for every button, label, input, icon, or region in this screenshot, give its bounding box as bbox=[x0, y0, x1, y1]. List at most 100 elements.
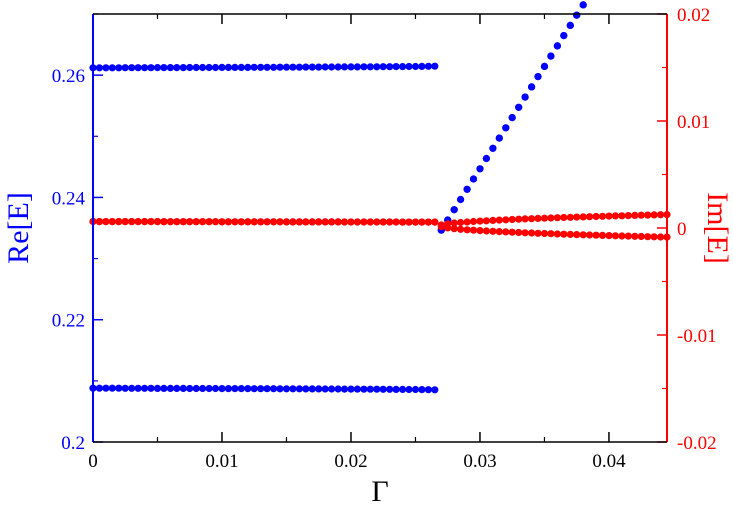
data-point bbox=[598, 212, 607, 220]
data-point bbox=[121, 64, 129, 72]
data-point bbox=[353, 63, 361, 71]
data-point bbox=[566, 213, 574, 221]
data-point bbox=[495, 134, 503, 142]
x-tick-label: 0.01 bbox=[205, 451, 238, 472]
data-point bbox=[263, 385, 271, 393]
data-point bbox=[618, 212, 626, 220]
data-point bbox=[476, 227, 484, 235]
data-point bbox=[334, 63, 342, 71]
data-point bbox=[289, 63, 297, 71]
data-point bbox=[276, 385, 284, 393]
data-point bbox=[302, 218, 310, 226]
data-point bbox=[263, 218, 271, 226]
data-point bbox=[328, 63, 336, 71]
data-point bbox=[457, 218, 465, 227]
data-point bbox=[205, 218, 213, 226]
data-point bbox=[270, 63, 278, 71]
data-point bbox=[347, 385, 355, 393]
data-point bbox=[321, 63, 329, 71]
data-point bbox=[289, 218, 297, 226]
data-point bbox=[644, 233, 652, 241]
data-point bbox=[637, 232, 645, 241]
data-point bbox=[463, 226, 471, 234]
data-point bbox=[534, 229, 542, 237]
data-point bbox=[508, 228, 516, 236]
data-point bbox=[257, 385, 265, 393]
data-point bbox=[547, 214, 555, 222]
x-axis-title: Γ bbox=[371, 475, 388, 505]
data-point bbox=[566, 230, 574, 238]
data-point bbox=[173, 218, 181, 226]
data-point bbox=[463, 185, 471, 193]
data-point bbox=[482, 227, 490, 235]
data-point bbox=[147, 218, 155, 226]
data-point bbox=[418, 386, 426, 394]
right-tick-label: 0.01 bbox=[677, 112, 710, 133]
data-point bbox=[205, 384, 213, 393]
data-point bbox=[115, 64, 123, 72]
data-point bbox=[334, 218, 342, 226]
data-point bbox=[224, 385, 232, 393]
data-point bbox=[631, 232, 639, 240]
data-point bbox=[211, 218, 220, 226]
data-point bbox=[392, 218, 400, 226]
data-point bbox=[134, 218, 142, 226]
data-point bbox=[592, 212, 600, 221]
data-point bbox=[186, 63, 194, 72]
data-point bbox=[482, 154, 490, 163]
right-axis-title: Im[E] bbox=[701, 192, 733, 264]
data-point bbox=[495, 228, 503, 236]
data-point bbox=[540, 214, 549, 222]
data-point bbox=[237, 385, 245, 393]
data-point bbox=[528, 215, 536, 223]
data-point bbox=[347, 218, 355, 226]
data-point bbox=[360, 218, 368, 226]
data-point bbox=[205, 63, 213, 72]
data-point bbox=[508, 215, 516, 224]
data-point bbox=[328, 385, 336, 393]
data-point bbox=[521, 93, 529, 101]
data-point bbox=[308, 63, 316, 71]
data-point bbox=[289, 385, 297, 393]
data-point bbox=[199, 218, 207, 226]
data-point bbox=[457, 225, 465, 233]
data-point bbox=[553, 214, 562, 222]
data-point bbox=[386, 218, 394, 226]
data-point bbox=[592, 231, 600, 239]
x-tick-label: 0.02 bbox=[334, 451, 367, 472]
data-point bbox=[631, 211, 639, 219]
data-point bbox=[308, 218, 316, 226]
data-point bbox=[618, 232, 626, 240]
data-point bbox=[450, 225, 458, 233]
data-point bbox=[399, 218, 407, 226]
data-point bbox=[134, 64, 142, 72]
left-tick-label: 0.26 bbox=[52, 66, 85, 87]
left-axis-title: Re[E] bbox=[2, 192, 35, 264]
data-point bbox=[366, 385, 374, 393]
data-point bbox=[134, 384, 142, 392]
data-point bbox=[411, 62, 420, 71]
data-point bbox=[386, 63, 394, 71]
data-point bbox=[540, 62, 549, 70]
data-point bbox=[399, 63, 407, 71]
data-point bbox=[250, 385, 258, 393]
data-point bbox=[573, 231, 581, 239]
data-point bbox=[340, 385, 349, 393]
data-point bbox=[153, 218, 162, 226]
data-point bbox=[366, 63, 374, 71]
data-point bbox=[540, 229, 549, 238]
data-point bbox=[192, 63, 200, 72]
data-point bbox=[553, 230, 562, 238]
data-point bbox=[250, 218, 258, 226]
x-tick-label: 0.04 bbox=[592, 451, 626, 472]
data-point bbox=[95, 64, 103, 72]
data-point bbox=[340, 63, 349, 71]
data-point bbox=[128, 64, 136, 72]
data-point bbox=[463, 218, 471, 226]
data-point bbox=[573, 213, 581, 221]
data-point bbox=[231, 385, 239, 393]
data-point bbox=[405, 385, 413, 394]
data-point bbox=[173, 64, 181, 72]
data-point bbox=[334, 385, 342, 393]
data-point bbox=[502, 228, 510, 236]
